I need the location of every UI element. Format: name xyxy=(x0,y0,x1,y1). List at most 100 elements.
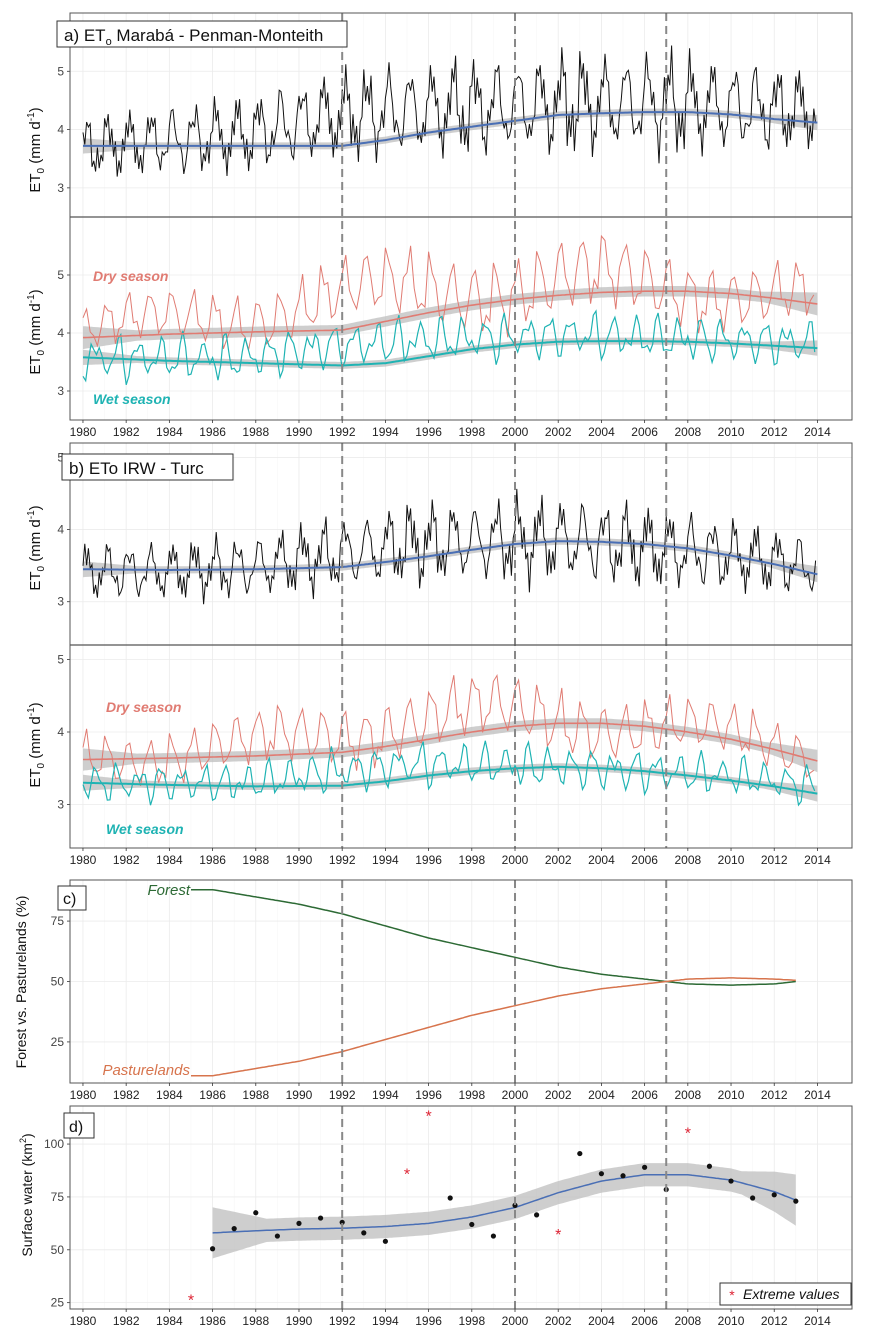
surface-water-point xyxy=(231,1226,237,1232)
extreme-value-point: * xyxy=(404,1167,410,1184)
x-tick-label: 1994 xyxy=(372,1088,399,1102)
y-tick-label: 3 xyxy=(57,384,64,398)
surface-water-point xyxy=(598,1171,605,1177)
surface-water-point xyxy=(296,1220,302,1226)
surface-water-point xyxy=(209,1246,216,1252)
surface-water-point xyxy=(706,1163,713,1169)
panel-d-frame xyxy=(69,1105,853,1310)
x-tick-label: 2012 xyxy=(761,1314,788,1328)
svg-text:a) ETo Marabá - Penman-Monteit: a) ETo Marabá - Penman-Monteith xyxy=(64,26,323,48)
ylabel-c: Forest vs. Pasturelands (%) xyxy=(13,896,29,1069)
ylabel-a-top: ET0 (mm d-1) xyxy=(26,107,47,192)
y-tick-label: 4 xyxy=(57,326,64,340)
surface-water-point xyxy=(620,1173,626,1179)
b-top-eto-line xyxy=(82,488,817,605)
x-tick-label: 1988 xyxy=(242,853,269,867)
surface-water-point xyxy=(469,1221,475,1228)
extreme-value-point: * xyxy=(188,1292,194,1309)
x-tick-label: 1998 xyxy=(458,425,485,439)
x-tick-label: 1984 xyxy=(156,425,183,439)
panel-d-title: d) xyxy=(69,1119,83,1136)
x-tick-label: 1986 xyxy=(199,425,226,439)
x-tick-label: 1990 xyxy=(286,425,313,439)
y-tick-label: 5 xyxy=(57,653,64,667)
panel-c-frame xyxy=(69,879,853,1084)
forest-line xyxy=(191,888,796,986)
x-tick-label: 1990 xyxy=(286,1314,313,1328)
extreme-value-point: * xyxy=(685,1125,691,1142)
legend-extreme-values: * Extreme values xyxy=(719,1282,852,1306)
change-point-lines xyxy=(341,13,668,1309)
x-tick-label: 1980 xyxy=(70,425,97,439)
surface-water-point xyxy=(253,1210,259,1216)
x-tick-label: 1982 xyxy=(113,425,140,439)
surface-water-point xyxy=(534,1212,540,1218)
y-tick-label: 25 xyxy=(51,1035,65,1049)
panel-a-title-rest: Marabá - Penman-Monteith xyxy=(112,26,324,45)
y-tick-label: 5 xyxy=(57,64,64,78)
surface-water-band xyxy=(212,1163,796,1259)
legend-extreme-label: Extreme values xyxy=(743,1286,839,1302)
x-tick-label: 2010 xyxy=(718,853,745,867)
surface-water-point xyxy=(642,1164,648,1170)
x-tick-label: 2004 xyxy=(588,1088,615,1102)
a-bottom-dry-band xyxy=(83,286,818,350)
x-tick-label: 1996 xyxy=(415,425,442,439)
x-tick-label: 2002 xyxy=(545,425,572,439)
y-tick-label: 3 xyxy=(57,181,64,195)
y-tick-label: 25 xyxy=(51,1296,65,1310)
y-tick-label: 4 xyxy=(57,123,64,137)
x-tick-label: 1994 xyxy=(372,853,399,867)
x-tick-label: 2010 xyxy=(718,1314,745,1328)
a-dry-season-label: Dry season xyxy=(93,268,168,284)
y-tick-label: 75 xyxy=(51,914,65,928)
x-tick-label: 1986 xyxy=(199,1088,226,1102)
x-tick-label: 2002 xyxy=(545,1314,572,1328)
x-tick-label: 2000 xyxy=(502,1088,529,1102)
a-bottom-dry-line xyxy=(82,234,815,350)
y-tick-label: 4 xyxy=(57,725,64,739)
x-tick-label: 2000 xyxy=(502,1314,529,1328)
x-tick-label: 1994 xyxy=(372,425,399,439)
b-bottom-wet-line xyxy=(82,739,816,807)
surface-water-trend xyxy=(212,1173,797,1234)
panel-a-title: a) ET xyxy=(64,26,106,45)
x-tick-label: 1988 xyxy=(242,1314,269,1328)
x-tick-label: 1982 xyxy=(113,853,140,867)
x-tick-label: 2008 xyxy=(674,853,701,867)
x-tick-label: 2002 xyxy=(545,853,572,867)
x-tick-label: 1988 xyxy=(242,425,269,439)
x-tick-label: 2010 xyxy=(718,1088,745,1102)
x-tick-label: 2014 xyxy=(804,1088,831,1102)
x-tick-label: 1998 xyxy=(458,1088,485,1102)
x-tick-label: 1980 xyxy=(70,853,97,867)
panel-frames xyxy=(67,12,853,1312)
ylabel-b-top: ET0 (mm d-1) xyxy=(26,505,47,590)
surface-water-point xyxy=(728,1178,734,1184)
surface-water-point xyxy=(317,1215,324,1221)
x-tick-label: 1992 xyxy=(329,853,356,867)
x-tick-label: 2006 xyxy=(631,425,658,439)
surface-water-point xyxy=(382,1238,388,1244)
x-tick-label: 1996 xyxy=(415,853,442,867)
x-tick-label: 1986 xyxy=(199,853,226,867)
y-tick-label: 3 xyxy=(57,798,64,812)
x-tick-label: 2008 xyxy=(674,1088,701,1102)
text-layer: 3 4 5 3 4 5 3 4 5 3 4 5 25 50 75 25 50 75 100 1980 1982 1984 1… xyxy=(44,64,831,1328)
panel-b-title-box: b) ETo IRW - Turc xyxy=(61,453,234,481)
x-tick-label: 1992 xyxy=(329,425,356,439)
x-tick-label: 2014 xyxy=(804,425,831,439)
x-tick-label: 2006 xyxy=(631,853,658,867)
a-top-eto-line xyxy=(82,45,817,177)
a-bottom-dry-trend xyxy=(83,290,818,339)
x-tick-label: 1986 xyxy=(199,1314,226,1328)
data-layer: * * * * * xyxy=(82,45,818,1309)
panel-d-title-box: d) xyxy=(63,1112,95,1139)
x-tick-label: 1984 xyxy=(156,1088,183,1102)
pasturelands-label: Pasturelands xyxy=(102,1062,190,1079)
x-tick-label: 1992 xyxy=(329,1314,356,1328)
panel-b-title: b) ETo IRW - Turc xyxy=(69,459,204,478)
surface-water-point xyxy=(512,1202,518,1208)
b-bottom-wet-band xyxy=(83,763,818,802)
a-top-trend-line xyxy=(83,111,818,147)
